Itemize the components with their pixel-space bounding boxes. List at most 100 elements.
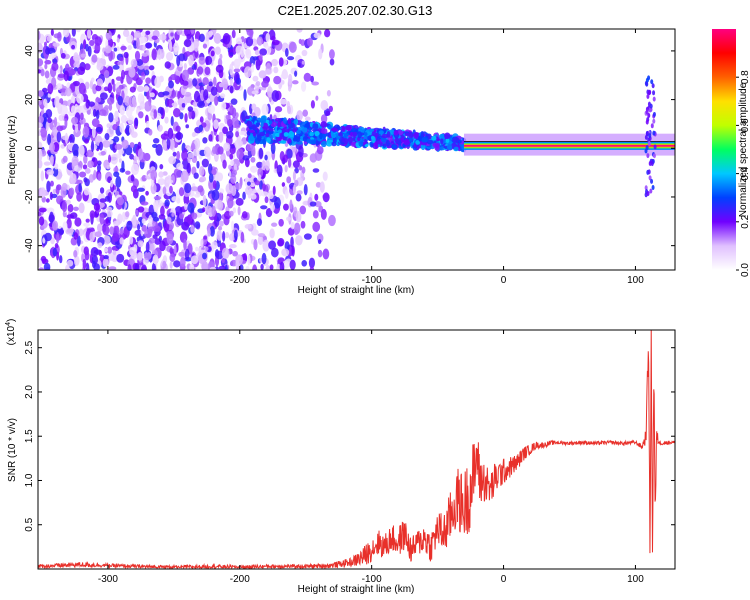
spectrogram-cell xyxy=(119,105,126,116)
spectrogram-cell xyxy=(255,122,260,127)
snr-multiplier-label: (x104) xyxy=(5,319,17,346)
spectrogram-cell xyxy=(113,220,119,227)
spectrogram-cell xyxy=(155,144,163,156)
snr-x-axis-label: Height of straight line (km) xyxy=(298,584,415,595)
spectrogram-cell xyxy=(250,156,256,163)
spectrogram-cell xyxy=(181,103,186,108)
spectrogram-cell xyxy=(295,211,302,223)
snr-y-ticks: 0.5 1.0 1.5 2.0 2.5 xyxy=(24,340,675,532)
spectrogram-cell xyxy=(148,214,153,225)
spectrogram-cell xyxy=(127,45,133,51)
spectrogram-cell xyxy=(112,250,117,256)
spectrogram-cell xyxy=(404,133,411,137)
spectrogram-cell xyxy=(38,115,44,124)
spectrogram-cell xyxy=(237,206,241,216)
spectrogram-cell xyxy=(223,142,231,152)
spectrogram-y-ticks: -40 -20 0 20 40 xyxy=(24,45,675,253)
spectrogram-cell xyxy=(296,190,303,195)
spectrogram-cell xyxy=(164,61,171,69)
spectrogram-cell xyxy=(140,201,149,206)
spectrogram-cell xyxy=(298,165,303,171)
spectrogram-cell xyxy=(49,211,54,224)
spectrogram-cell xyxy=(453,146,459,151)
spectrogram-cell xyxy=(652,96,656,102)
y-tick-label: 20 xyxy=(24,94,35,106)
spectrogram-cell xyxy=(648,133,652,139)
spectrogram-cell xyxy=(191,212,198,220)
spectrogram-cell xyxy=(227,118,233,128)
spectrogram-cell xyxy=(644,185,648,191)
spectrogram-cell xyxy=(268,120,273,125)
spectrogram-cell xyxy=(251,90,259,95)
spectrogram-cell xyxy=(315,95,319,101)
spectrogram-cell xyxy=(119,228,124,235)
spectrogram-cell xyxy=(107,246,113,254)
x-tick-label: 0 xyxy=(501,574,507,585)
spectrogram-cell xyxy=(49,191,53,201)
spectrogram-cell xyxy=(42,237,46,244)
spectrogram-cell xyxy=(141,52,149,57)
spectrogram-cell xyxy=(295,235,303,246)
spectrogram-cell xyxy=(279,98,288,105)
spectrogram-cell xyxy=(331,133,337,139)
spectrogram-cell xyxy=(51,62,59,71)
spectrogram-cell xyxy=(144,69,150,76)
spectrogram-cell xyxy=(119,57,124,62)
spectrogram-cell xyxy=(219,53,223,60)
spectrogram-cell xyxy=(61,100,69,107)
spectrogram-cell xyxy=(175,125,181,132)
spectrogram-cell xyxy=(221,247,230,259)
spectrogram-cell xyxy=(259,48,268,56)
spectrogram-cell xyxy=(287,56,295,61)
spectrogram-cell xyxy=(40,255,47,264)
spectrogram-cell xyxy=(120,69,126,80)
spectrogram-cell xyxy=(230,98,238,105)
spectrogram-cell xyxy=(64,117,68,129)
spectrogram-cell xyxy=(222,231,226,242)
spectrogram-cell xyxy=(138,111,144,119)
spectrogram-cell xyxy=(116,46,120,52)
spectrogram-cell xyxy=(50,180,54,187)
x-tick-label: 0 xyxy=(501,275,507,286)
spectrogram-cell xyxy=(295,129,302,135)
spectrogram-cell xyxy=(144,101,152,112)
spectrogram-cell xyxy=(94,42,101,54)
spectrogram-cell xyxy=(153,199,159,212)
spectrogram-cell xyxy=(314,130,320,137)
spectrogram-cell xyxy=(42,45,47,58)
spectrogram-cell xyxy=(113,171,120,178)
spectrogram-cell xyxy=(204,246,209,251)
spectrogram-cell xyxy=(287,227,295,236)
spectrogram-cell xyxy=(123,51,129,59)
spectrogram-cell xyxy=(54,163,59,170)
spectrogram-cell xyxy=(200,238,204,248)
spectrogram-cell xyxy=(93,202,101,211)
spectrogram-cell xyxy=(274,106,283,113)
spectrogram-cell xyxy=(203,148,209,156)
spectrogram-cell xyxy=(371,136,376,143)
spectrogram-cell xyxy=(69,173,77,185)
spectrogram-cell xyxy=(185,124,190,129)
spectrogram-cell xyxy=(221,258,225,264)
spectrogram-cell xyxy=(288,130,295,138)
spectrogram-cell xyxy=(82,258,87,270)
spectrogram-cell xyxy=(44,70,50,79)
spectrogram-cell xyxy=(38,259,43,268)
spectrogram-cell xyxy=(119,191,123,196)
spectrogram-cell xyxy=(112,64,120,70)
spectrogram-cell xyxy=(141,218,146,224)
spectrogram-cell xyxy=(646,153,650,159)
spectrogram-cell xyxy=(80,53,87,58)
spectrogram-cell xyxy=(210,86,218,96)
spectrogram-cell xyxy=(420,131,424,138)
spectrogram-cell xyxy=(44,232,52,242)
spectrogram-cell xyxy=(86,29,92,39)
spectrogram-cell xyxy=(208,134,213,142)
spectrogram-cell xyxy=(73,54,81,62)
spectrogram-cell xyxy=(296,29,303,33)
spectrogram-cell xyxy=(118,158,122,163)
spectrogram-cell xyxy=(211,205,216,217)
spectrogram-cell xyxy=(309,139,317,145)
spectrogram-cell xyxy=(130,59,138,68)
spectrogram-cell xyxy=(205,56,209,66)
